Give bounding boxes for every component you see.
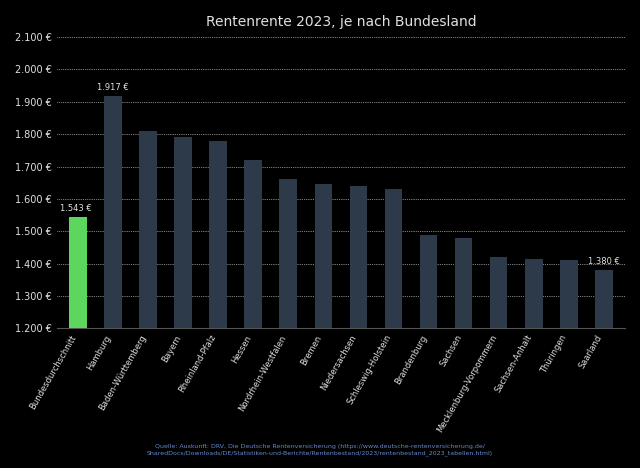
Bar <box>280 180 297 468</box>
Bar <box>349 186 367 468</box>
Text: 1.380 €: 1.380 € <box>588 257 620 266</box>
Bar <box>595 270 612 468</box>
Bar <box>104 96 122 468</box>
Bar <box>69 217 86 468</box>
Bar <box>174 138 192 468</box>
Bar <box>455 238 472 468</box>
Bar <box>385 189 403 468</box>
Text: Quelle: Auskunft: DRV, Die Deutsche Rentenversicherung (https://www.deutsche-ren: Quelle: Auskunft: DRV, Die Deutsche Rent… <box>147 444 493 456</box>
Bar <box>560 260 578 468</box>
Text: 1.917 €: 1.917 € <box>97 83 129 93</box>
Bar <box>490 257 508 468</box>
Bar <box>314 184 332 468</box>
Bar <box>244 160 262 468</box>
Bar <box>525 259 543 468</box>
Text: 1.543 €: 1.543 € <box>60 205 92 213</box>
Bar <box>139 131 157 468</box>
Title: Rentenrente 2023, je nach Bundesland: Rentenrente 2023, je nach Bundesland <box>205 15 476 29</box>
Bar <box>420 234 437 468</box>
Bar <box>209 141 227 468</box>
